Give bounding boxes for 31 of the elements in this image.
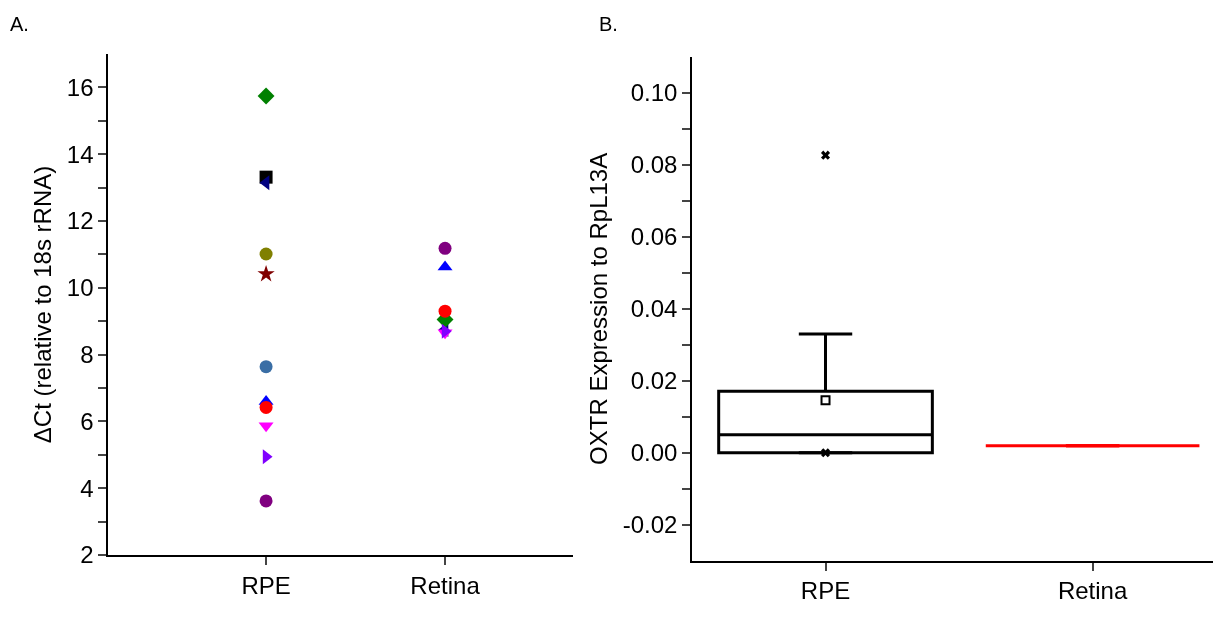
y-tick-label: 0.00 [630, 439, 678, 467]
y-tick-label: 14 [66, 140, 94, 168]
y-tick-label: 12 [66, 207, 94, 235]
y-tick-label: 2 [80, 541, 94, 569]
y-tick-label: 4 [80, 474, 94, 502]
x-tick-label: Retina [1057, 577, 1128, 605]
y-tick-label: 0.02 [630, 367, 678, 395]
point [438, 304, 452, 318]
y-tick-label: -0.02 [622, 511, 678, 539]
point [257, 264, 275, 282]
x-tick-label: RPE [800, 577, 851, 605]
chart-title: B. [599, 13, 618, 35]
point [259, 360, 273, 374]
point [257, 87, 275, 105]
y-tick-label: 16 [66, 73, 94, 101]
y-tick-label: 10 [66, 274, 94, 302]
point [259, 247, 273, 261]
y-tick-label: 8 [80, 340, 94, 368]
y-tick-label: 0.10 [630, 79, 678, 107]
x-tick-label: RPE [241, 571, 291, 599]
point [438, 241, 452, 255]
y-axis-title: ΔCt (relative to 18s rRNA) [29, 165, 57, 444]
y-tick-label: 0.06 [630, 223, 678, 251]
chart-title: A. [10, 13, 29, 35]
y-tick-label: 0.08 [630, 151, 678, 179]
y-tick-label: 6 [80, 407, 94, 435]
point [259, 400, 273, 414]
point [259, 494, 273, 508]
y-tick-label: 0.04 [630, 295, 678, 323]
y-axis-title: OXTR Expression to RpL13A [585, 152, 613, 465]
x-tick-label: Retina [410, 571, 481, 599]
